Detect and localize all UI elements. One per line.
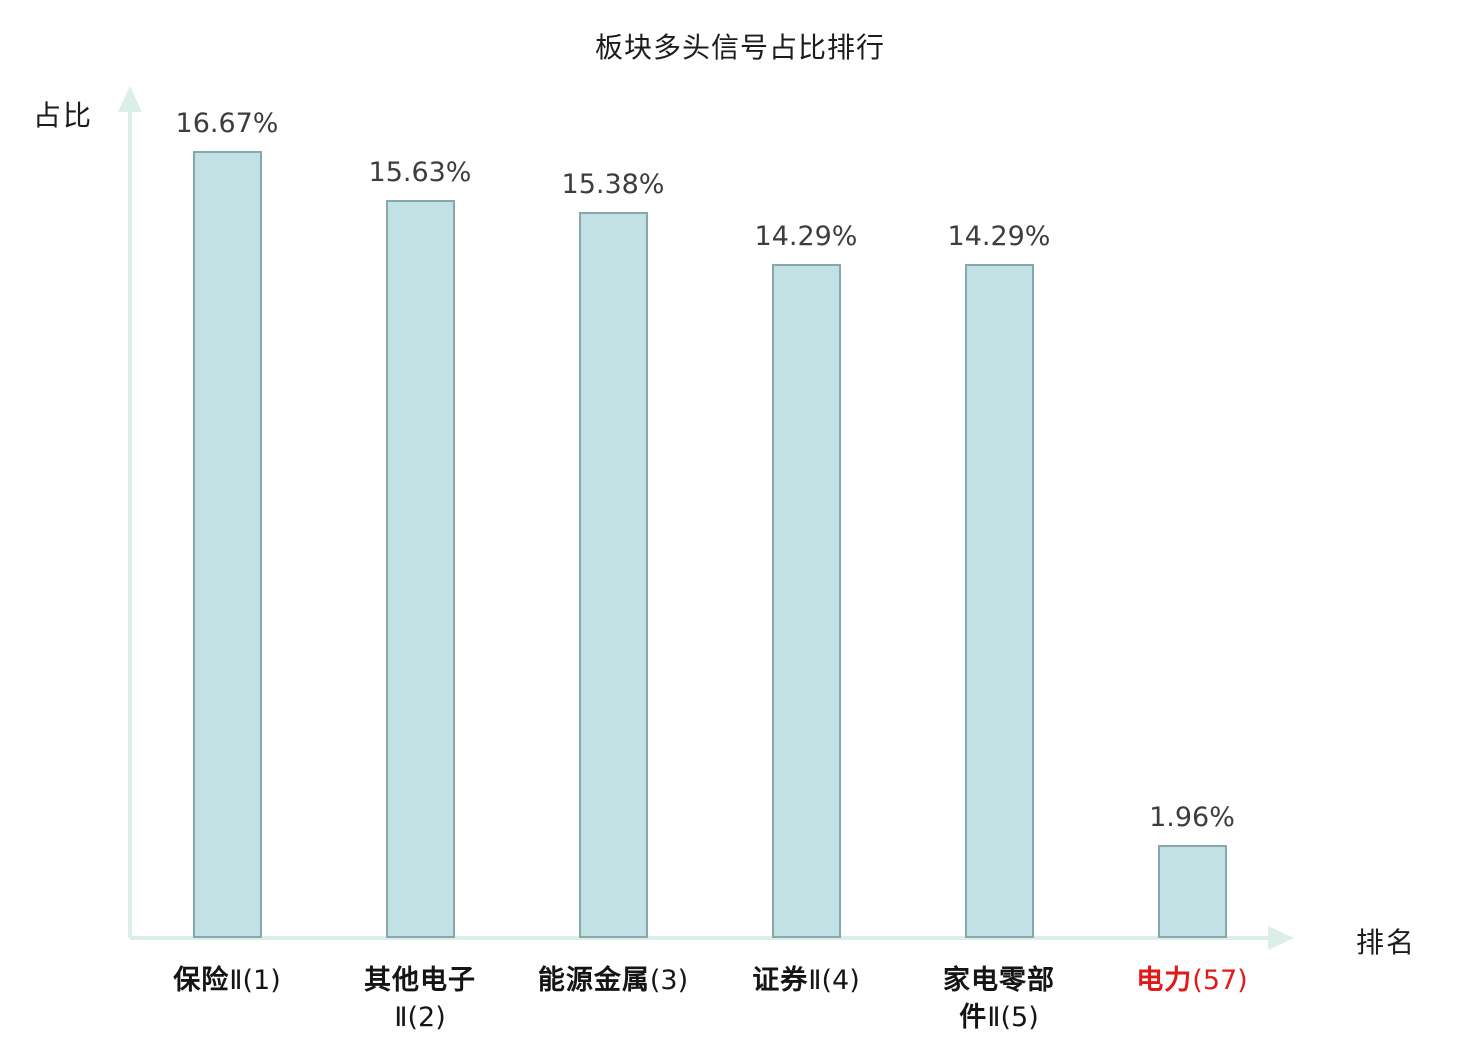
category-label-line: 证券Ⅱ(4) [691, 962, 921, 999]
bar [771, 264, 841, 938]
category-label-line: 其他电子 [305, 962, 535, 999]
bar-category-label: 其他电子 Ⅱ(2) [305, 962, 535, 1036]
bar [1157, 845, 1227, 938]
bar-value-label: 14.29% [947, 221, 1051, 252]
y-axis-arrow-icon [118, 86, 142, 112]
bar [385, 200, 455, 938]
category-label-text: Ⅱ(4) [808, 965, 860, 996]
category-label-line: 件Ⅱ(5) [884, 999, 1114, 1036]
bar-category-label: 电力(57) [1077, 962, 1307, 999]
category-label-text: Ⅱ(1) [229, 965, 281, 996]
bar-value-label: 16.67% [175, 108, 279, 139]
bar-category-label: 证券Ⅱ(4) [691, 962, 921, 999]
category-label-text: (57) [1192, 965, 1248, 996]
category-label-text: (3) [649, 965, 689, 996]
category-label-text: 电力 [1136, 965, 1193, 996]
category-label-text: 家电零部 [943, 965, 1055, 996]
category-label-text: 证券 [752, 965, 809, 996]
x-axis-label: 排名 [1356, 926, 1417, 959]
bar [578, 212, 648, 938]
bar-category-label: 保险Ⅱ(1) [112, 962, 342, 999]
bar-value-label: 14.29% [754, 221, 858, 252]
category-label-line: 电力(57) [1077, 962, 1307, 999]
category-label-line: Ⅱ(2) [305, 999, 535, 1036]
bar-category-label: 能源金属(3) [498, 962, 728, 999]
category-label-text: 件 [959, 1002, 988, 1033]
y-axis-line [128, 108, 132, 938]
bar-value-label: 15.63% [368, 157, 472, 188]
y-axis-label: 占比 [33, 99, 94, 132]
category-label-text: Ⅱ(5) [987, 1002, 1039, 1033]
category-label-line: 家电零部 [884, 962, 1114, 999]
bar-value-label: 15.38% [561, 169, 665, 200]
x-axis-arrow-icon [1268, 926, 1294, 950]
bar-category-label: 家电零部 件Ⅱ(5) [884, 962, 1114, 1036]
chart-title: 板块多头信号占比排行 [594, 31, 885, 64]
category-label-text: 保险 [173, 965, 230, 996]
category-label-text: 其他电子 [364, 965, 476, 996]
x-axis-line [130, 936, 1270, 940]
category-label-text: Ⅱ(2) [394, 1002, 446, 1033]
category-label-text: 能源金属 [537, 965, 650, 996]
category-label-line: 保险Ⅱ(1) [112, 962, 342, 999]
category-label-line: 能源金属(3) [498, 962, 728, 999]
bar [192, 151, 262, 938]
bar [964, 264, 1034, 938]
bar-value-label: 1.96% [1149, 802, 1235, 833]
